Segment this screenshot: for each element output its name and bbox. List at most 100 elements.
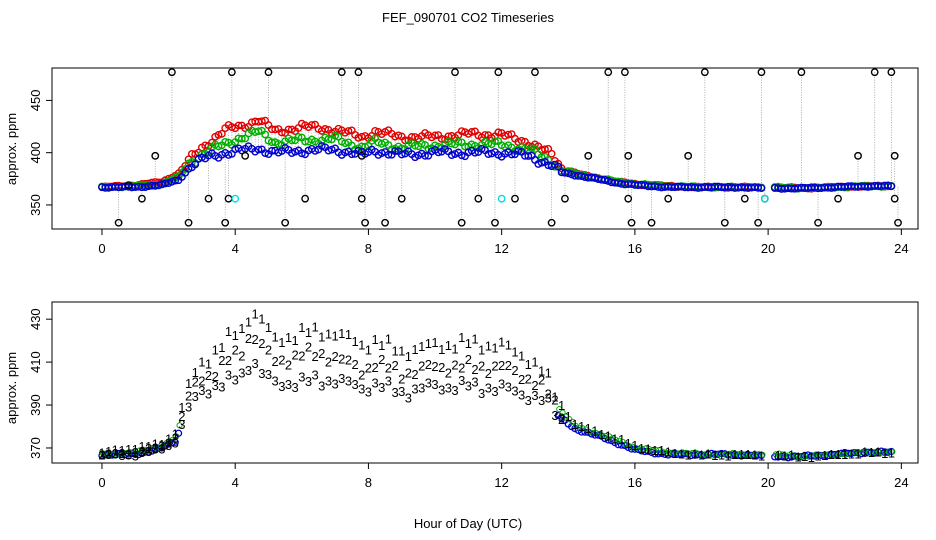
top-flag-point — [511, 194, 519, 203]
top-flag-point — [151, 151, 160, 160]
bottom-series1-point: 1 — [225, 324, 232, 339]
top-series1-point — [214, 131, 223, 139]
bottom-series1-point: 1 — [731, 447, 738, 462]
bottom-series1-point: 1 — [258, 311, 265, 326]
bottom-series3-point: 3 — [272, 374, 279, 389]
top-series2-point — [214, 142, 223, 151]
bottom-series1-point: 1 — [781, 449, 788, 464]
bottom-series2-point: 2 — [391, 358, 398, 373]
bottom-series1-point: 1 — [854, 447, 861, 462]
top-series1-point — [234, 121, 243, 130]
bottom-series3-point: 3 — [312, 368, 319, 383]
bottom-series1-point: 1 — [465, 336, 472, 351]
bottom-series3-point: 3 — [105, 447, 112, 462]
bottom-series2-circle — [176, 422, 183, 429]
bottom-series3-point: 3 — [471, 374, 478, 389]
bottom-series3-point: 3 — [451, 383, 458, 398]
bottom-series3-point: 3 — [218, 380, 225, 395]
bottom-series1-point: 1 — [471, 331, 478, 346]
bottom-series2-point: 2 — [112, 446, 119, 461]
y-axis-label-bottom: approx. ppm — [4, 352, 19, 424]
bottom-series2-point: 2 — [511, 363, 518, 378]
top-flag-point — [664, 194, 673, 203]
bottom-series3-point: 3 — [525, 393, 532, 408]
bottom-series3-point: 3 — [185, 400, 192, 415]
bottom-series2-point: 2 — [471, 362, 478, 377]
top-series1-point — [394, 131, 403, 140]
bottom-series2-point: 2 — [178, 409, 185, 424]
bottom-series1-point: 1 — [485, 338, 492, 353]
bottom-series1-point: 1 — [431, 335, 438, 350]
bottom-series3-point: 3 — [531, 388, 538, 403]
bottom-series1-point: 1 — [498, 335, 505, 350]
bottom-series1-point: 1 — [178, 400, 185, 415]
bottom-series3-point: 3 — [371, 375, 378, 390]
bottom-series1-point: 1 — [118, 443, 125, 458]
bottom-series2-point: 2 — [538, 372, 545, 387]
bottom-y-tick-label: 430 — [28, 308, 43, 330]
bottom-series2-point: 2 — [318, 346, 325, 361]
top-series3-point — [457, 151, 466, 160]
top-flag-point — [757, 68, 766, 77]
bottom-series2-point: 2 — [451, 358, 458, 373]
bottom-series2-point: 2 — [365, 361, 372, 376]
bottom-series3-point: 3 — [405, 391, 412, 406]
bottom-series2-point: 2 — [531, 378, 538, 393]
top-series2-point — [527, 144, 536, 153]
bottom-series2-point: 2 — [225, 353, 232, 368]
bottom-series1-point: 1 — [658, 443, 665, 458]
top-flag-point — [854, 151, 862, 160]
top-series3-point — [171, 176, 180, 185]
bottom-series2-point: 2 — [212, 369, 219, 384]
top-x-tick-label: 8 — [365, 241, 372, 256]
bottom-series1-point: 1 — [292, 333, 299, 348]
top-series1-point — [257, 117, 266, 126]
bottom-series1-point: 1 — [691, 446, 698, 461]
top-x-tick-label: 12 — [494, 241, 508, 256]
bottom-series2-point: 2 — [465, 352, 472, 367]
bottom-series1-point: 1 — [578, 419, 585, 434]
bottom-series2-point: 2 — [105, 446, 112, 461]
bottom-series3-point: 3 — [518, 387, 525, 402]
bottom-series1-point: 1 — [711, 448, 718, 463]
top-series2-point — [454, 137, 463, 146]
top-flag-point — [114, 218, 123, 227]
bottom-series1-point: 1 — [425, 336, 432, 351]
bottom-series2-point: 2 — [525, 371, 532, 386]
bottom-series3-point: 3 — [425, 376, 432, 391]
bottom-series3-point: 3 — [538, 393, 545, 408]
bottom-series1-point: 1 — [165, 432, 172, 447]
bottom-series2-point: 2 — [491, 358, 498, 373]
top-series1-point — [494, 128, 503, 137]
bottom-series2-point: 2 — [145, 441, 152, 456]
bottom-series1-point: 1 — [705, 446, 712, 461]
bottom-series1-point: 1 — [138, 439, 145, 454]
bottom-series1-point: 1 — [438, 342, 445, 357]
bottom-series3-point: 3 — [558, 411, 565, 426]
bottom-series1-point: 1 — [551, 390, 558, 405]
bottom-series2-point: 2 — [425, 357, 432, 372]
bottom-series2-point: 2 — [551, 393, 558, 408]
top-flag-point — [354, 68, 363, 77]
bottom-y-tick-label: 410 — [28, 351, 43, 373]
bottom-series3-point: 3 — [485, 380, 492, 395]
top-series3-point — [514, 147, 523, 155]
top-flag-point — [584, 151, 593, 160]
top-series1-point — [271, 125, 280, 134]
bottom-series1-point: 1 — [671, 446, 678, 461]
bottom-series1-point: 1 — [132, 442, 139, 457]
top-series3-point — [564, 169, 573, 178]
bottom-series3-point: 3 — [318, 378, 325, 393]
bottom-series3-circle — [581, 428, 589, 436]
bottom-series1-point: 1 — [105, 444, 112, 459]
bottom-series3-point: 3 — [351, 377, 358, 392]
bottom-series3-circle — [138, 449, 146, 457]
bottom-series1-point: 1 — [245, 314, 252, 329]
bottom-series1-point: 1 — [888, 445, 895, 460]
bottom-series2-point: 2 — [292, 348, 299, 363]
bottom-series1-point: 1 — [758, 448, 765, 463]
top-flag-point — [604, 68, 613, 77]
bottom-series3-point: 3 — [152, 441, 159, 456]
bottom-series2-point: 2 — [218, 353, 225, 368]
bottom-series1-point: 1 — [718, 447, 725, 462]
